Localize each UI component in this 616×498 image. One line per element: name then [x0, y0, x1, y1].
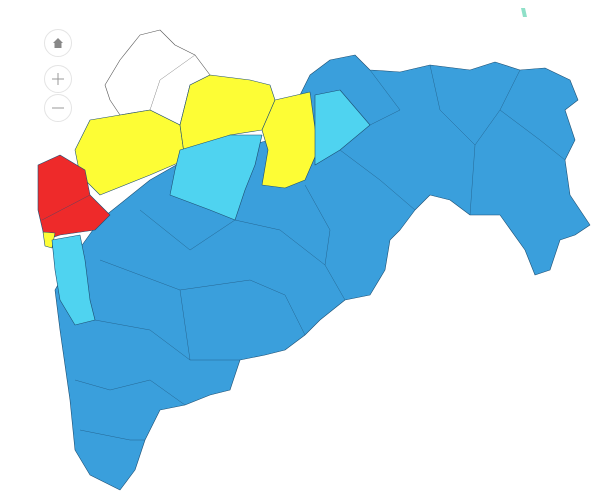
district-border: [99, 259, 306, 336]
district-border: [94, 319, 240, 361]
minus-icon: [52, 107, 64, 109]
district-border: [74, 379, 186, 406]
district-border: [179, 289, 191, 361]
region-yellow-east[interactable]: [261, 91, 319, 189]
zoom-out-button[interactable]: [44, 94, 72, 122]
district-border: [79, 429, 145, 441]
region-cyan-central[interactable]: [169, 134, 263, 221]
region-cyan-east[interactable]: [314, 89, 371, 166]
district-border: [469, 144, 476, 216]
district-border: [339, 149, 416, 211]
district-border: [499, 109, 566, 161]
district-border: [369, 69, 401, 126]
zoom-in-button[interactable]: [44, 65, 72, 93]
district-border: [149, 54, 196, 111]
home-icon: [53, 38, 63, 48]
home-button[interactable]: [44, 29, 72, 57]
region-red[interactable]: [37, 154, 111, 241]
island-marker: [521, 8, 527, 17]
region-yellow-small[interactable]: [42, 231, 56, 249]
district-border: [41, 194, 91, 221]
district-border: [139, 209, 236, 251]
region-yellow-west[interactable]: [74, 109, 186, 196]
district-border: [234, 219, 326, 266]
plus-icon: [52, 73, 64, 85]
district-border: [304, 184, 346, 301]
region-cyan-coastal[interactable]: [51, 234, 96, 326]
